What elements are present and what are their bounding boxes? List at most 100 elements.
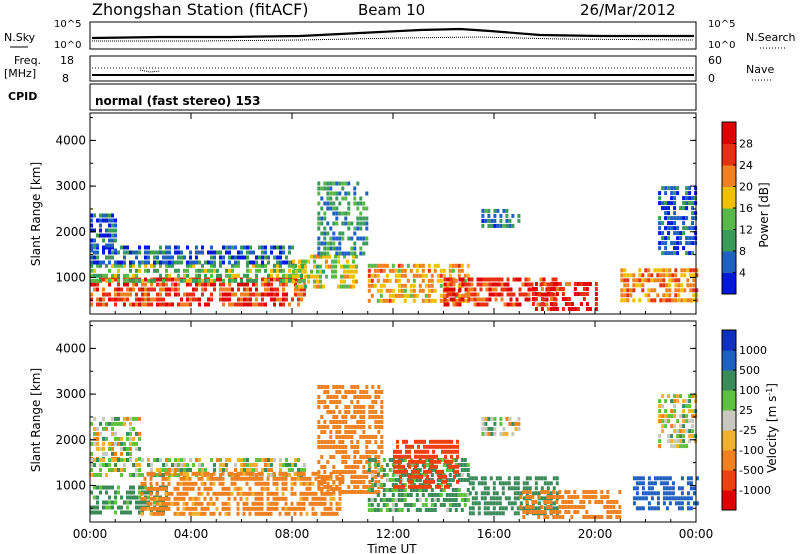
velocity-cell (495, 501, 499, 506)
power-cell (500, 292, 504, 297)
colorbar-swatch (722, 370, 736, 391)
velocity-cell (224, 506, 228, 511)
velocity-cell (164, 486, 168, 491)
power-cell (464, 287, 468, 292)
power-cell (222, 282, 225, 287)
power-cell (328, 264, 331, 269)
velocity-cell (635, 481, 639, 486)
velocity-cell (284, 481, 288, 486)
velocity-cell (393, 459, 396, 464)
power-cell (332, 201, 336, 206)
velocity-cell (567, 500, 571, 504)
velocity-cell (252, 468, 255, 472)
velocity-cell (695, 501, 699, 506)
velocity-cell (561, 515, 565, 519)
freq-label: Freq. (14, 54, 41, 67)
velocity-cell (182, 481, 186, 486)
power-cell (123, 273, 126, 278)
velocity-cell (685, 419, 689, 424)
velocity-cell (371, 410, 375, 414)
velocity-cell (680, 496, 684, 501)
nsky-tick-top: 10^5 (54, 19, 81, 30)
power-cell (536, 302, 540, 307)
power-cell (344, 196, 348, 201)
velocity-cell (269, 501, 273, 506)
velocity-cell (670, 409, 674, 414)
power-cell (162, 255, 165, 260)
velocity-cell (656, 506, 660, 511)
power-cell (658, 231, 662, 236)
power-cell (93, 255, 96, 260)
power-cell (255, 263, 258, 268)
power-cell (540, 307, 544, 311)
velocity-cell (362, 395, 366, 399)
velocity-cell (197, 511, 201, 516)
power-cell (367, 288, 371, 293)
velocity-cell (329, 445, 333, 449)
velocity-cell (511, 421, 515, 426)
velocity-cell (219, 468, 222, 472)
velocity-cell (228, 458, 231, 462)
velocity-cell (594, 515, 598, 519)
power-cell (334, 269, 337, 274)
velocity-cell (658, 439, 662, 444)
velocity-cell (245, 481, 249, 486)
velocity-cell (108, 485, 111, 490)
power-cell (252, 282, 255, 287)
power-cell (102, 292, 105, 297)
velocity-cell (198, 463, 201, 467)
velocity-cell (432, 439, 435, 444)
power-cell (680, 273, 684, 278)
power-cell (337, 259, 340, 264)
velocity-cell (658, 404, 662, 409)
power-cell (482, 302, 486, 307)
power-cell (105, 218, 108, 223)
power-cell (347, 226, 351, 231)
velocity-cell (691, 394, 695, 399)
velocity-cell (332, 486, 336, 491)
power-cell (397, 283, 401, 288)
velocity-cell (135, 416, 138, 421)
velocity-cell (281, 486, 285, 491)
velocity-cell (120, 505, 123, 510)
power-cell (656, 278, 660, 283)
velocity-cell (203, 511, 207, 516)
velocity-cell (146, 471, 150, 476)
power-cell (359, 216, 363, 221)
power-cell (424, 283, 428, 288)
velocity-cell (371, 450, 375, 454)
velocity-cell (338, 440, 342, 444)
velocity-cell (394, 473, 398, 477)
velocity-cell (379, 508, 383, 512)
velocity-cell (380, 465, 384, 469)
power-cell (105, 292, 108, 297)
velocity-cell (673, 429, 677, 434)
power-cell (442, 268, 446, 273)
velocity-cell (329, 506, 333, 511)
power-cell (670, 196, 674, 201)
power-cell (90, 292, 93, 297)
velocity-cell (430, 508, 434, 512)
velocity-cell (102, 436, 105, 441)
velocity-cell (517, 426, 521, 431)
velocity-cell (245, 506, 249, 511)
power-cell (635, 283, 639, 288)
velocity-cell (367, 508, 371, 512)
velocity-cell (667, 434, 671, 439)
power-cell (332, 191, 336, 196)
velocity-cell (385, 503, 389, 507)
velocity-cell (498, 501, 502, 506)
power-cell (96, 287, 99, 292)
velocity-cell (317, 470, 321, 474)
velocity-cell (638, 476, 642, 481)
velocity-cell (420, 439, 423, 444)
velocity-cell (537, 491, 541, 496)
velocity-cell (371, 435, 375, 439)
velocity-cell (347, 405, 351, 409)
power-cell (261, 263, 264, 268)
velocity-cell (543, 481, 547, 486)
velocity-cell (353, 430, 357, 434)
power-cell (680, 298, 684, 303)
velocity-cell (114, 431, 117, 436)
